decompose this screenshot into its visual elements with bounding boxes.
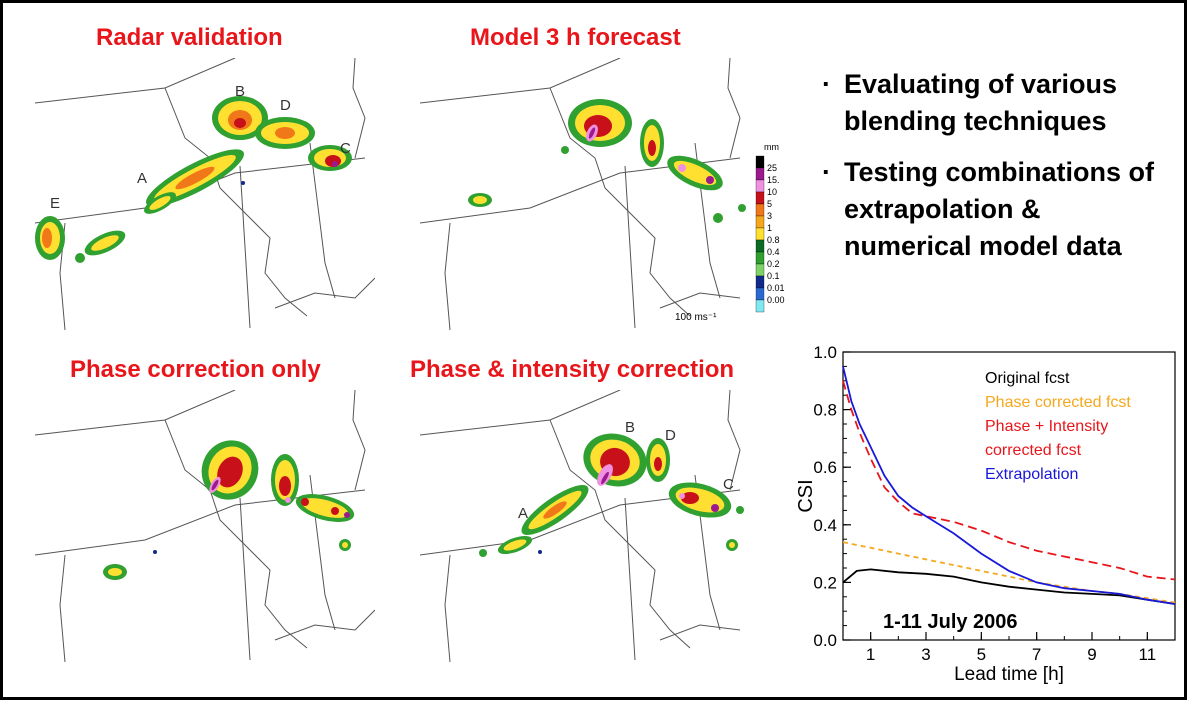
bullet-text: Testing combinations of extrapolation & …	[844, 157, 1154, 261]
series-line	[842, 541, 1176, 604]
y-tick-label: 0.0	[813, 631, 837, 650]
precip-cells-phase-intensity	[479, 433, 744, 557]
colorbar-label: 0.4	[767, 247, 780, 257]
colorbar-label: 0.00	[767, 295, 785, 305]
precip-cells-phase	[103, 440, 355, 580]
x-tick-label: 3	[921, 645, 930, 664]
colorbar-swatch	[755, 167, 765, 181]
colorbar-swatch	[755, 203, 765, 217]
y-tick-label: 0.2	[813, 573, 837, 592]
bullet-text: Evaluating of various blending technique…	[844, 69, 1118, 136]
colorbar-label: 0.1	[767, 271, 780, 281]
colorbar-swatch	[755, 239, 765, 253]
series-line	[842, 568, 1176, 605]
x-tick-label: 7	[1032, 645, 1041, 664]
colorbar-label: 1	[767, 223, 772, 233]
colorbar-swatch	[755, 263, 765, 277]
chart-annotation: 1-11 July 2006	[883, 611, 1018, 633]
legend-entry: corrected fcst	[985, 442, 1082, 459]
colorbar-label: 15.	[767, 175, 780, 185]
panel-title-model: Model 3 h forecast	[470, 24, 681, 51]
y-tick-label: 1.0	[813, 343, 837, 362]
legend-entry: Original fcst	[985, 370, 1070, 387]
map-model-forecast: 100 ms⁻¹	[420, 58, 750, 330]
colorbar-unit: mm	[764, 142, 779, 152]
colorbar-label: 3	[767, 211, 772, 221]
vector-scale-label: 100 ms⁻¹	[675, 312, 717, 323]
precip-cells-model	[468, 99, 746, 223]
colorbar-swatch	[755, 215, 765, 229]
map-label-c: C	[340, 140, 351, 157]
y-tick-label: 0.6	[813, 458, 837, 477]
map-label-a: A	[137, 170, 147, 187]
series-line	[842, 366, 1176, 605]
colorbar-label: 25	[767, 163, 777, 173]
colorbar-label: 0.01	[767, 283, 785, 293]
map-label-b: B	[235, 83, 245, 100]
y-tick-label: 0.4	[813, 516, 837, 535]
x-tick-label: 5	[977, 645, 986, 664]
bullet-dot: ·	[822, 157, 831, 187]
map-label-b: B	[625, 419, 635, 436]
bullet-item: · Testing combinations of extrapolation …	[822, 154, 1172, 265]
colorbar-swatch	[755, 191, 765, 205]
map-label-d: D	[665, 427, 676, 444]
colorbar-swatch	[755, 227, 765, 241]
panel-title-phase: Phase correction only	[70, 356, 321, 383]
y-tick-label: 0.8	[813, 401, 837, 420]
map-phase-correction	[35, 390, 375, 662]
map-radar-validation: B D A C E	[35, 58, 375, 330]
map-label-e: E	[50, 195, 60, 212]
colorbar-label: 10	[767, 187, 777, 197]
colorbar-label: 0.2	[767, 259, 780, 269]
x-tick-label: 9	[1087, 645, 1096, 664]
map-label-c: C	[723, 476, 734, 493]
precip-cells-radar	[35, 96, 352, 263]
panel-title-radar: Radar validation	[96, 24, 283, 51]
y-axis-label: CSI	[795, 479, 817, 512]
colorbar-label: 5	[767, 199, 772, 209]
map-label-a: A	[518, 505, 528, 522]
bullet-item: · Evaluating of various blending techniq…	[822, 66, 1172, 140]
legend-entry: Extrapolation	[985, 466, 1078, 483]
csi-chart: 1 3 5 7 9 11 0.0 0.2 0.4 0.6 0.8 1.0 CSI Lead time [h…	[788, 338, 1187, 700]
x-tick-label: 11	[1139, 645, 1157, 664]
x-axis-label: Lead time [h]	[954, 664, 1064, 685]
panel-title-phase-intensity: Phase & intensity correction	[410, 356, 735, 383]
colorbar-label: 0.8	[767, 235, 780, 245]
series-line	[842, 380, 1176, 581]
precip-colorbar: mm 25 15. 10 5 3 1 0.8 0.4 0.2 0.1 0.01 0.00	[755, 140, 800, 340]
bullet-list: · Evaluating of various blending techniq…	[822, 66, 1172, 279]
legend-entry: Phase + Intensity	[985, 418, 1108, 435]
x-tick-label: 1	[866, 645, 875, 664]
map-phase-intensity-correction: B D A C	[420, 390, 750, 662]
colorbar-swatch	[755, 287, 765, 301]
colorbar-swatch	[755, 155, 765, 169]
colorbar-swatch	[755, 275, 765, 289]
colorbar-swatch	[755, 251, 765, 265]
bullet-dot: ·	[822, 69, 831, 99]
colorbar-swatch	[755, 179, 765, 193]
legend-entry: Phase corrected fcst	[985, 394, 1131, 411]
map-label-d: D	[280, 97, 291, 114]
colorbar-swatch	[755, 299, 765, 313]
